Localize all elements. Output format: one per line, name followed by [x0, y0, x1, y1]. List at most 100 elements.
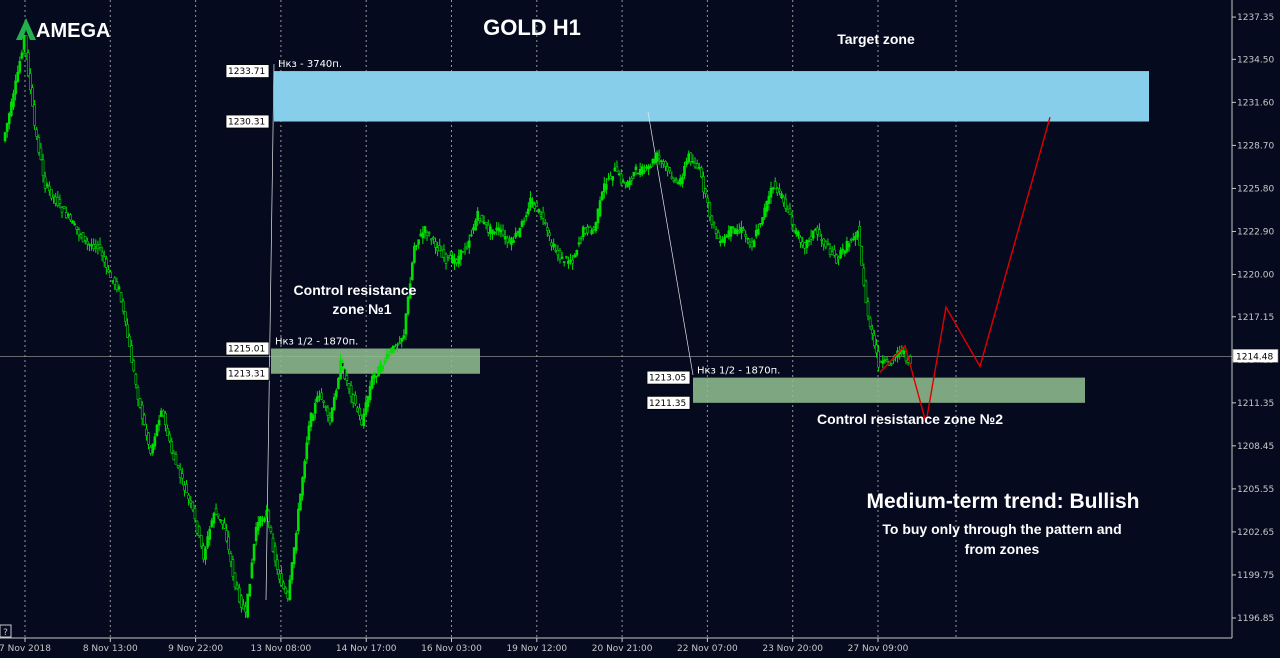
candle-body	[290, 562, 294, 580]
candle-body	[822, 238, 826, 245]
candle-body	[377, 366, 380, 377]
candle-body	[299, 493, 302, 511]
candle-body	[442, 249, 446, 258]
candle-body	[643, 170, 646, 173]
candle-body	[166, 428, 169, 436]
candle-body	[402, 335, 406, 339]
candle-body	[586, 226, 589, 234]
candle-body	[495, 227, 498, 231]
candle-body	[843, 250, 847, 254]
level-box	[646, 395, 691, 410]
candle-body	[771, 187, 775, 190]
candle-body	[307, 425, 311, 441]
candle-body	[877, 351, 880, 368]
candle-body	[33, 104, 36, 126]
candle-body	[598, 200, 602, 217]
candle-body	[364, 402, 368, 415]
candle-body	[514, 233, 517, 238]
candle-body	[862, 267, 866, 286]
candle-body	[343, 368, 347, 380]
candle-body	[368, 386, 372, 400]
candle-body	[191, 501, 195, 511]
candle-body	[115, 281, 119, 290]
candle-body	[609, 175, 612, 180]
candle-body	[18, 60, 22, 73]
level-label: 1213.31	[228, 370, 265, 380]
candle-body	[795, 230, 798, 235]
candle-body	[575, 250, 579, 256]
candle-body	[596, 208, 600, 224]
candle-body	[337, 378, 340, 389]
candle-body	[413, 245, 416, 263]
candle-body	[58, 199, 62, 204]
candle-body	[590, 229, 593, 235]
candle-body	[385, 353, 389, 360]
current-price-label: 1214.48	[1236, 352, 1273, 362]
candle-body	[832, 249, 836, 256]
candle-body	[539, 214, 543, 217]
candle-body	[185, 483, 188, 493]
y-tick-label: 1237.35	[1237, 13, 1274, 23]
y-tick-label: 1205.55	[1237, 485, 1274, 495]
candle-body	[689, 152, 693, 163]
candle-body	[438, 245, 442, 252]
candle-body	[683, 165, 686, 177]
candle-body	[221, 520, 224, 525]
candle-body	[636, 172, 640, 175]
candle-body	[43, 176, 47, 189]
candle-body	[700, 167, 703, 178]
candle-body	[419, 233, 423, 237]
candle-body	[645, 166, 648, 169]
candle-body	[522, 220, 526, 223]
candle-body	[729, 226, 733, 237]
candle-body	[128, 335, 131, 347]
help-button[interactable]: ?	[0, 624, 12, 638]
candle-body	[349, 385, 353, 397]
candle-body	[210, 520, 214, 527]
candle-body	[394, 346, 397, 350]
candle-body	[259, 516, 262, 526]
candle-body	[577, 242, 581, 245]
candle-body	[373, 374, 376, 379]
candle-body	[782, 196, 785, 203]
candle-body	[613, 167, 617, 172]
candle-body	[206, 536, 209, 548]
level-box	[225, 64, 270, 78]
candle-body	[723, 236, 726, 244]
candle-body	[77, 229, 81, 236]
candle-body	[809, 235, 813, 240]
candle-body	[227, 536, 231, 550]
candle-body	[356, 407, 359, 412]
candle-body	[797, 231, 800, 237]
candle-body	[14, 80, 17, 95]
candle-body	[765, 200, 769, 212]
candle-body	[691, 161, 695, 163]
candle-body	[278, 573, 281, 580]
candle-body	[527, 208, 530, 215]
candle-body	[860, 246, 864, 266]
candle-body	[427, 232, 431, 235]
candle-body	[187, 494, 190, 500]
candle-body	[505, 237, 509, 243]
candle-body	[662, 161, 665, 165]
candle-body	[208, 528, 212, 540]
candle-body	[145, 428, 148, 436]
candle-body	[759, 223, 762, 225]
current-price-tag	[1232, 349, 1279, 363]
candle-body	[147, 432, 150, 445]
candle-body	[769, 187, 773, 198]
candle-body	[881, 360, 885, 364]
candle-body	[780, 193, 783, 199]
candle-body	[767, 195, 771, 205]
candle-body	[858, 225, 861, 246]
candle-body	[579, 237, 583, 240]
candle-body	[282, 582, 285, 589]
candle-body	[90, 244, 93, 247]
candle-body	[617, 173, 621, 176]
candle-body	[351, 394, 355, 403]
candle-body	[157, 420, 161, 426]
candle-body	[73, 223, 76, 226]
candle-body	[246, 593, 250, 618]
